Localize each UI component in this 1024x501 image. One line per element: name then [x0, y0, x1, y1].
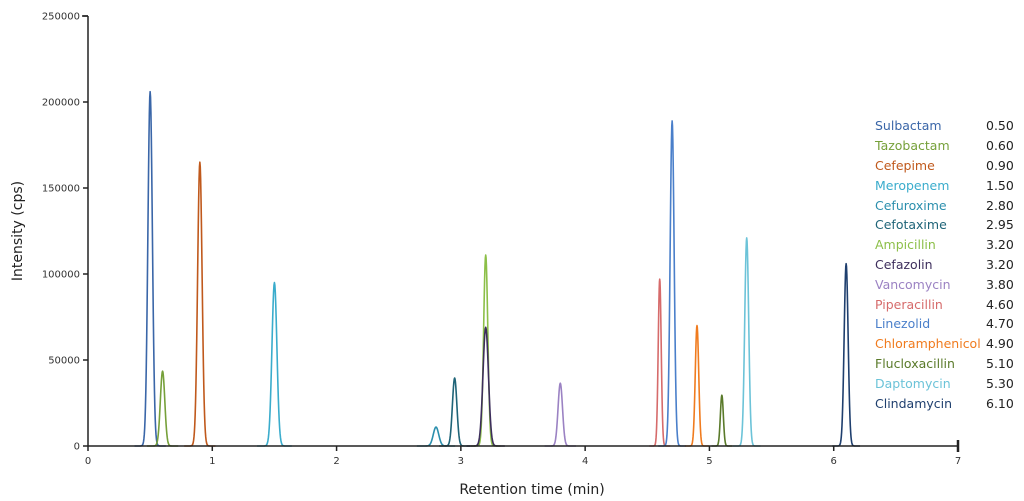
legend-retention-time: 0.60	[986, 138, 1014, 154]
x-tick-label: 4	[582, 456, 588, 467]
legend-item: Ampicillin 3.20	[875, 235, 1014, 255]
peak-daptomycin	[732, 237, 762, 447]
legend-compound-name: Cefuroxime	[875, 197, 947, 213]
x-tick-label: 0	[85, 456, 91, 467]
peak-cefepime	[183, 161, 216, 447]
legend-item: Flucloxacillin 5.10	[875, 354, 1014, 374]
legend-item: Tazobactam 0.60	[875, 136, 1014, 156]
x-tick-label: 6	[831, 456, 837, 467]
legend-item: Vancomycin 3.80	[875, 274, 1014, 294]
legend-retention-time: 0.50	[986, 118, 1014, 134]
y-tick-label: 50000	[48, 356, 80, 367]
legend-compound-name: Cefotaxime	[875, 217, 947, 233]
legend: Sulbactam 0.50 Tazobactam 0.60 Cefepime 0.90 M…	[875, 116, 1014, 413]
x-axis-title: Retention time (min)	[459, 482, 604, 498]
legend-item: Linezolid 4.70	[875, 314, 1014, 334]
legend-retention-time: 0.90	[986, 157, 1014, 173]
legend-compound-name: Cefepime	[875, 157, 935, 173]
legend-compound-name: Daptomycin	[875, 375, 951, 391]
peak-ampicillin	[470, 254, 501, 447]
peak-flucloxacillin	[710, 394, 733, 447]
legend-item: Piperacillin 4.60	[875, 294, 1014, 314]
peak-cefazolin	[466, 326, 506, 447]
y-tick-label: 150000	[42, 184, 80, 195]
legend-item: Cefotaxime 2.95	[875, 215, 1014, 235]
legend-compound-name: Sulbactam	[875, 118, 942, 134]
x-tick-label: 7	[955, 456, 961, 467]
legend-compound-name: Chloramphenicol	[875, 336, 981, 352]
legend-item: Meropenem 1.50	[875, 175, 1014, 195]
legend-compound-name: Tazobactam	[875, 138, 950, 154]
legend-retention-time: 6.10	[986, 395, 1014, 411]
legend-item: Cefepime 0.90	[875, 156, 1014, 176]
peak-cefotaxime	[438, 377, 471, 447]
legend-retention-time: 4.60	[986, 296, 1014, 312]
legend-item: Sulbactam 0.50	[875, 116, 1014, 136]
y-tick-label: 100000	[42, 270, 80, 281]
legend-compound-name: Ampicillin	[875, 237, 936, 253]
legend-retention-time: 1.50	[986, 177, 1014, 193]
peak-vancomycin	[544, 382, 577, 447]
legend-retention-time: 3.20	[986, 237, 1014, 253]
x-axis-ticks: 0 1 2 3 4 5 6 7	[85, 446, 961, 467]
x-tick-label: 3	[458, 456, 464, 467]
peak-meropenem	[256, 281, 293, 447]
legend-retention-time: 4.70	[986, 316, 1014, 332]
legend-retention-time: 4.90	[986, 336, 1014, 352]
peak-tazobactam	[146, 370, 179, 447]
legend-retention-time: 2.80	[986, 197, 1014, 213]
legend-retention-time: 5.10	[986, 355, 1014, 371]
x-tick-label: 1	[209, 456, 215, 467]
legend-compound-name: Linezolid	[875, 316, 931, 332]
legend-compound-name: Vancomycin	[875, 276, 951, 292]
legend-item: Cefuroxime 2.80	[875, 195, 1014, 215]
y-tick-label: 200000	[42, 98, 80, 109]
y-axis-title: Intensity (cps)	[10, 181, 26, 281]
x-tick-label: 5	[706, 456, 712, 467]
axes	[82, 15, 960, 452]
legend-retention-time: 3.80	[986, 276, 1014, 292]
legend-item: Cefazolin 3.20	[875, 255, 1014, 275]
y-tick-label: 0	[74, 442, 80, 453]
legend-retention-time: 2.95	[986, 217, 1014, 233]
legend-compound-name: Cefazolin	[875, 256, 933, 272]
x-tick-label: 2	[333, 456, 339, 467]
y-axis-ticks: 0 50000 100000 150000 200000 250000	[42, 12, 88, 453]
legend-item: Daptomycin 5.30	[875, 373, 1014, 393]
legend-retention-time: 5.30	[986, 375, 1014, 391]
peak-chloramphenicol	[684, 324, 710, 447]
y-tick-label: 250000	[42, 12, 80, 23]
peak-clindamycin	[831, 262, 861, 447]
legend-compound-name: Meropenem	[875, 177, 950, 193]
legend-compound-name: Clindamycin	[875, 395, 953, 411]
legend-item: Clindamycin 6.10	[875, 393, 1014, 413]
legend-compound-name: Flucloxacillin	[875, 355, 955, 371]
peak-traces	[134, 90, 861, 447]
legend-compound-name: Piperacillin	[875, 296, 943, 312]
legend-item: Chloramphenicol 4.90	[875, 334, 1014, 354]
legend-retention-time: 3.20	[986, 256, 1014, 272]
